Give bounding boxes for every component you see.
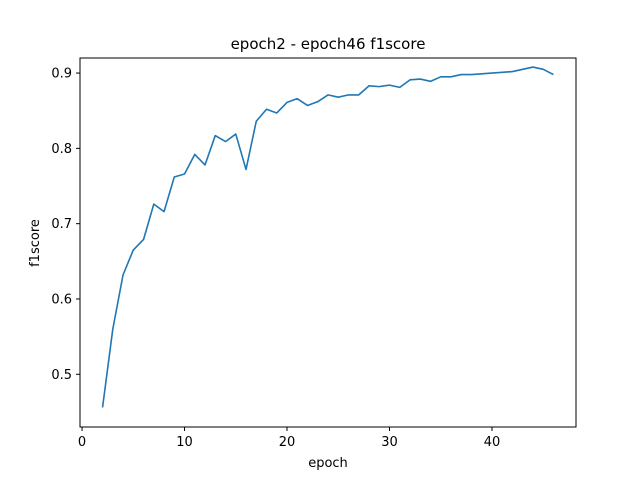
chart-title: epoch2 - epoch46 f1score	[231, 35, 426, 53]
y-tick-label: 0.8	[51, 142, 72, 157]
x-axis-ticks: 0 10 20 30 40	[78, 427, 500, 450]
x-tick-label: 40	[484, 435, 501, 450]
x-tick-label: 10	[176, 435, 193, 450]
y-axis-label: f1score	[28, 219, 43, 267]
x-tick-label: 30	[381, 435, 398, 450]
axes-frame	[79, 57, 577, 428]
y-axis-ticks: 0.5 0.6 0.7 0.8 0.9	[51, 67, 80, 383]
series-layer	[101, 66, 554, 408]
y-tick-label: 0.7	[51, 217, 72, 232]
y-tick-label: 0.5	[51, 368, 72, 383]
x-axis-label: epoch	[308, 456, 348, 471]
y-tick-label: 0.9	[51, 67, 72, 82]
x-tick-label: 0	[78, 435, 86, 450]
y-tick-label: 0.6	[51, 292, 72, 307]
x-tick-label: 20	[279, 435, 296, 450]
